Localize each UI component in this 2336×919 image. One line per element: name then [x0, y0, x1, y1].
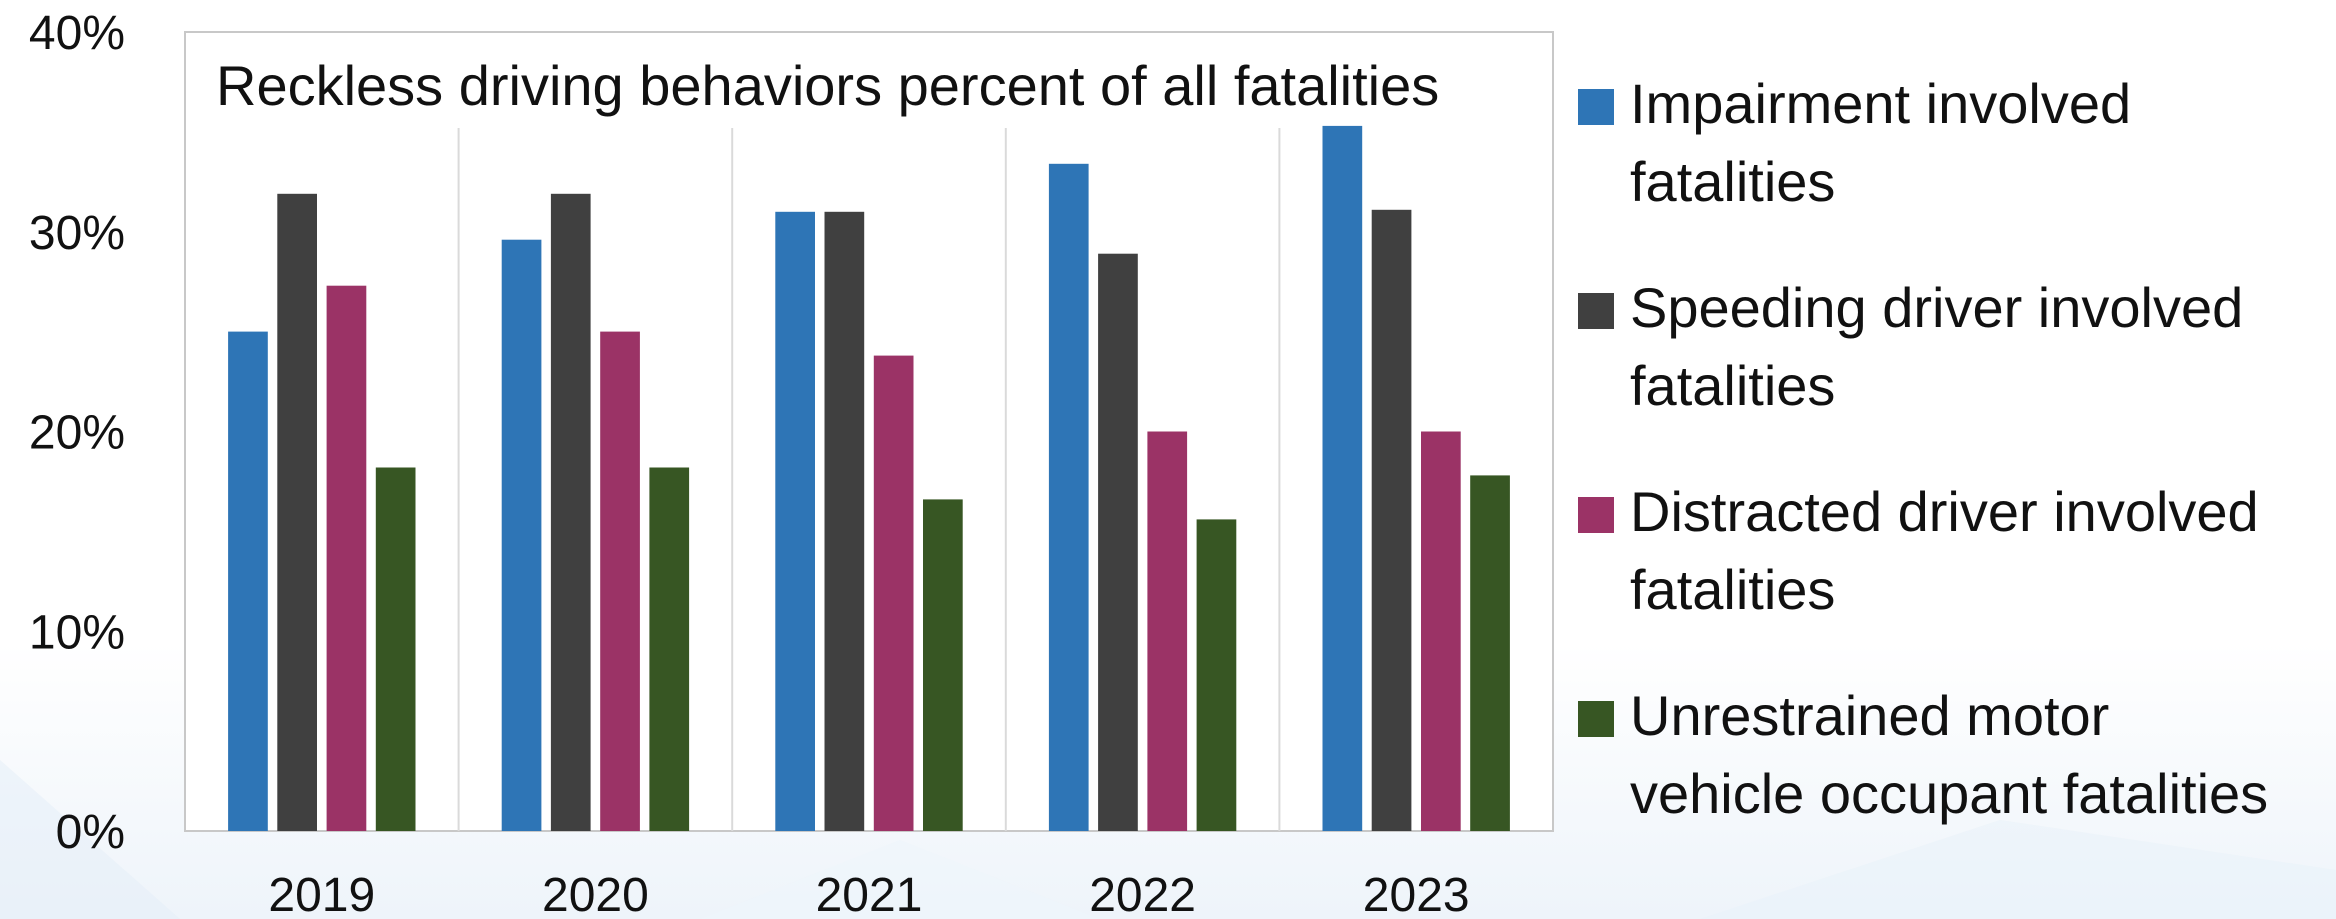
background-decoration — [0, 760, 2336, 919]
bar-distracted-driver-involved-fatalities-2023 — [1421, 431, 1461, 831]
bar-impairment-involved-fatalities-2019 — [228, 331, 268, 831]
x-tick-label: 2022 — [1089, 869, 1196, 919]
legend: Impairment involved fatalities Speeding dr… — [1578, 72, 2268, 825]
bar-unrestrained-motor-vehicle-occupant-fatalities-2020 — [649, 467, 690, 831]
bar-unrestrained-motor-vehicle-occupant-fatalities-2022 — [1196, 519, 1237, 831]
x-axis: 2019 2020 2021 2022 2023 — [268, 869, 1469, 919]
bar-distracted-driver-involved-fatalities-2022 — [1147, 431, 1188, 831]
bar-speeding-driver-involved-fatalities-2022 — [1098, 253, 1138, 831]
legend-swatch — [1578, 497, 1614, 533]
x-tick-label: 2023 — [1363, 869, 1470, 919]
bar-speeding-driver-involved-fatalities-2019 — [277, 193, 317, 832]
legend-label: Unrestrained motor vehicle occupant fatal… — [1630, 684, 2268, 825]
y-tick-label: 0% — [56, 806, 125, 859]
bar-speeding-driver-involved-fatalities-2021 — [824, 211, 865, 832]
bars — [228, 125, 1510, 832]
legend-label: Speeding driver involved fatalities — [1630, 276, 2243, 417]
y-tick-label: 30% — [29, 207, 125, 260]
legend-label: Impairment involved fatalities — [1630, 72, 2131, 213]
bar-impairment-involved-fatalities-2022 — [1048, 163, 1089, 832]
bar-unrestrained-motor-vehicle-occupant-fatalities-2019 — [375, 467, 416, 831]
bar-impairment-involved-fatalities-2023 — [1322, 125, 1363, 831]
bar-distracted-driver-involved-fatalities-2019 — [326, 285, 367, 831]
bar-unrestrained-motor-vehicle-occupant-fatalities-2021 — [923, 499, 963, 831]
bar-distracted-driver-involved-fatalities-2021 — [873, 355, 914, 831]
y-tick-label: 10% — [29, 606, 125, 659]
bar-unrestrained-motor-vehicle-occupant-fatalities-2023 — [1470, 475, 1510, 831]
bar-distracted-driver-involved-fatalities-2020 — [600, 331, 640, 831]
legend-swatch — [1578, 89, 1614, 125]
y-tick-label: 40% — [29, 7, 125, 60]
bar-speeding-driver-involved-fatalities-2023 — [1371, 209, 1412, 832]
x-tick-label: 2020 — [542, 869, 649, 919]
legend-swatch — [1578, 701, 1614, 737]
bar-speeding-driver-involved-fatalities-2020 — [550, 193, 591, 832]
legend-label: Distracted driver involved fatalities — [1630, 480, 2259, 621]
category-gridlines — [457, 128, 1281, 831]
x-tick-label: 2021 — [816, 869, 923, 919]
bar-impairment-involved-fatalities-2020 — [501, 239, 542, 831]
chart-title: Reckless driving behaviors percent of al… — [216, 54, 1439, 117]
legend-swatch — [1578, 293, 1614, 329]
x-tick-label: 2019 — [268, 869, 375, 919]
bar-impairment-involved-fatalities-2021 — [775, 211, 815, 832]
y-axis: 0% 10% 20% 30% 40% — [29, 7, 125, 859]
y-tick-label: 20% — [29, 407, 125, 460]
